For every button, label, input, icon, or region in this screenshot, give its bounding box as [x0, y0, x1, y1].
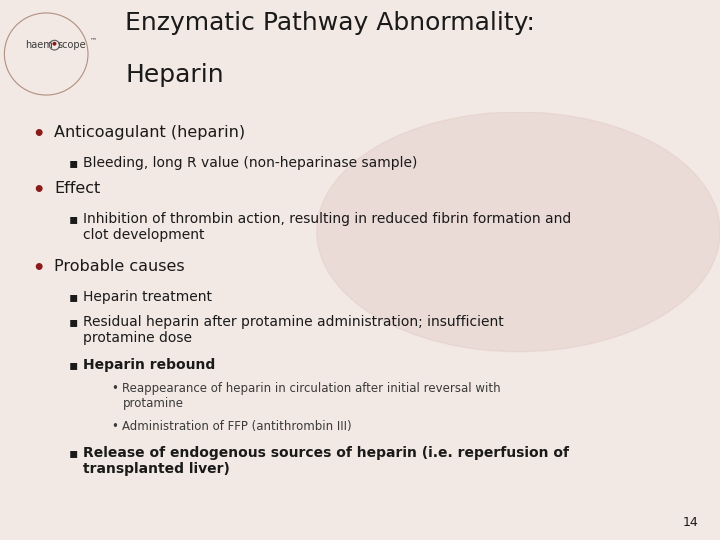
Text: ™: ™ [90, 37, 97, 43]
Text: Residual heparin after protamine administration; insufficient
protamine dose: Residual heparin after protamine adminis… [83, 315, 503, 345]
Text: Enzymatic Pathway Abnormality:: Enzymatic Pathway Abnormality: [125, 11, 535, 35]
Text: •: • [32, 259, 45, 278]
Circle shape [317, 112, 720, 352]
Text: ▪: ▪ [68, 212, 78, 226]
Text: ▪: ▪ [68, 290, 78, 304]
Text: Heparin treatment: Heparin treatment [83, 290, 212, 304]
Text: scope: scope [57, 40, 86, 50]
Text: Bleeding, long R value (non-heparinase sample): Bleeding, long R value (non-heparinase s… [83, 156, 417, 170]
Text: ▪: ▪ [68, 315, 78, 329]
Text: •: • [112, 420, 119, 433]
Text: Administration of FFP (antithrombin III): Administration of FFP (antithrombin III) [122, 420, 352, 433]
Text: •: • [32, 125, 45, 144]
Text: Inhibition of thrombin action, resulting in reduced fibrin formation and
clot de: Inhibition of thrombin action, resulting… [83, 212, 571, 242]
Text: Effect: Effect [54, 181, 100, 197]
Text: Reappearance of heparin in circulation after initial reversal with
protamine: Reappearance of heparin in circulation a… [122, 382, 501, 410]
Text: ▪: ▪ [68, 446, 78, 460]
Text: haem: haem [25, 40, 53, 50]
Text: Release of endogenous sources of heparin (i.e. reperfusion of
transplanted liver: Release of endogenous sources of heparin… [83, 446, 569, 476]
Circle shape [53, 42, 56, 46]
Text: •: • [112, 382, 119, 395]
Text: ▪: ▪ [68, 156, 78, 170]
Text: Probable causes: Probable causes [54, 259, 184, 274]
Text: ▪: ▪ [68, 357, 78, 372]
Text: Heparin: Heparin [125, 63, 224, 86]
Text: Heparin rebound: Heparin rebound [83, 357, 215, 372]
Text: 14: 14 [683, 516, 698, 529]
Text: Anticoagulant (heparin): Anticoagulant (heparin) [54, 125, 245, 140]
Text: •: • [32, 181, 45, 200]
